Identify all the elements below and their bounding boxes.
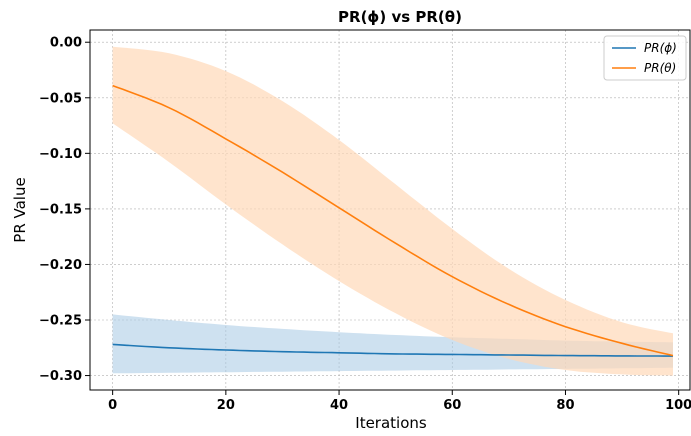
plot-frame <box>89 29 691 391</box>
series-line <box>112 343 673 357</box>
series-line <box>112 84 674 357</box>
y-tick-label: −0.25 <box>39 314 82 329</box>
x-tick-label: 40 <box>330 398 348 413</box>
x-tick-label: 80 <box>556 398 574 413</box>
legend-label: PR(ϕ) <box>644 41 677 55</box>
x-axis-ticks: 0 20 40 60 80 100 <box>108 390 691 413</box>
y-tick-label: −0.30 <box>39 369 82 384</box>
grid <box>90 30 690 390</box>
y-tick-label: −0.20 <box>39 258 82 273</box>
y-axis-ticks: 0.00 −0.05 −0.10 −0.15 −0.20 −0.25 −0.30 <box>39 36 90 384</box>
y-tick-label: −0.10 <box>39 147 82 162</box>
y-tick-label: −0.15 <box>39 202 82 217</box>
legend: PR(ϕ) PR(θ) <box>603 35 687 81</box>
y-tick-label: 0.00 <box>50 36 82 51</box>
confidence-bands <box>112 46 674 376</box>
x-tick-label: 0 <box>108 398 117 413</box>
x-tick-label: 100 <box>665 398 691 413</box>
y-tick-label: −0.05 <box>39 91 82 106</box>
series-lines <box>112 84 674 357</box>
legend-label: PR(θ) <box>644 61 676 75</box>
confidence-band <box>112 46 674 376</box>
y-axis-label: PR Value <box>11 177 29 242</box>
x-tick-label: 60 <box>443 398 461 413</box>
chart-title: PR(ϕ) vs PR(θ) <box>338 8 462 26</box>
legend-box <box>603 35 687 81</box>
x-axis-label: Iterations <box>355 414 427 432</box>
x-tick-label: 20 <box>217 398 235 413</box>
